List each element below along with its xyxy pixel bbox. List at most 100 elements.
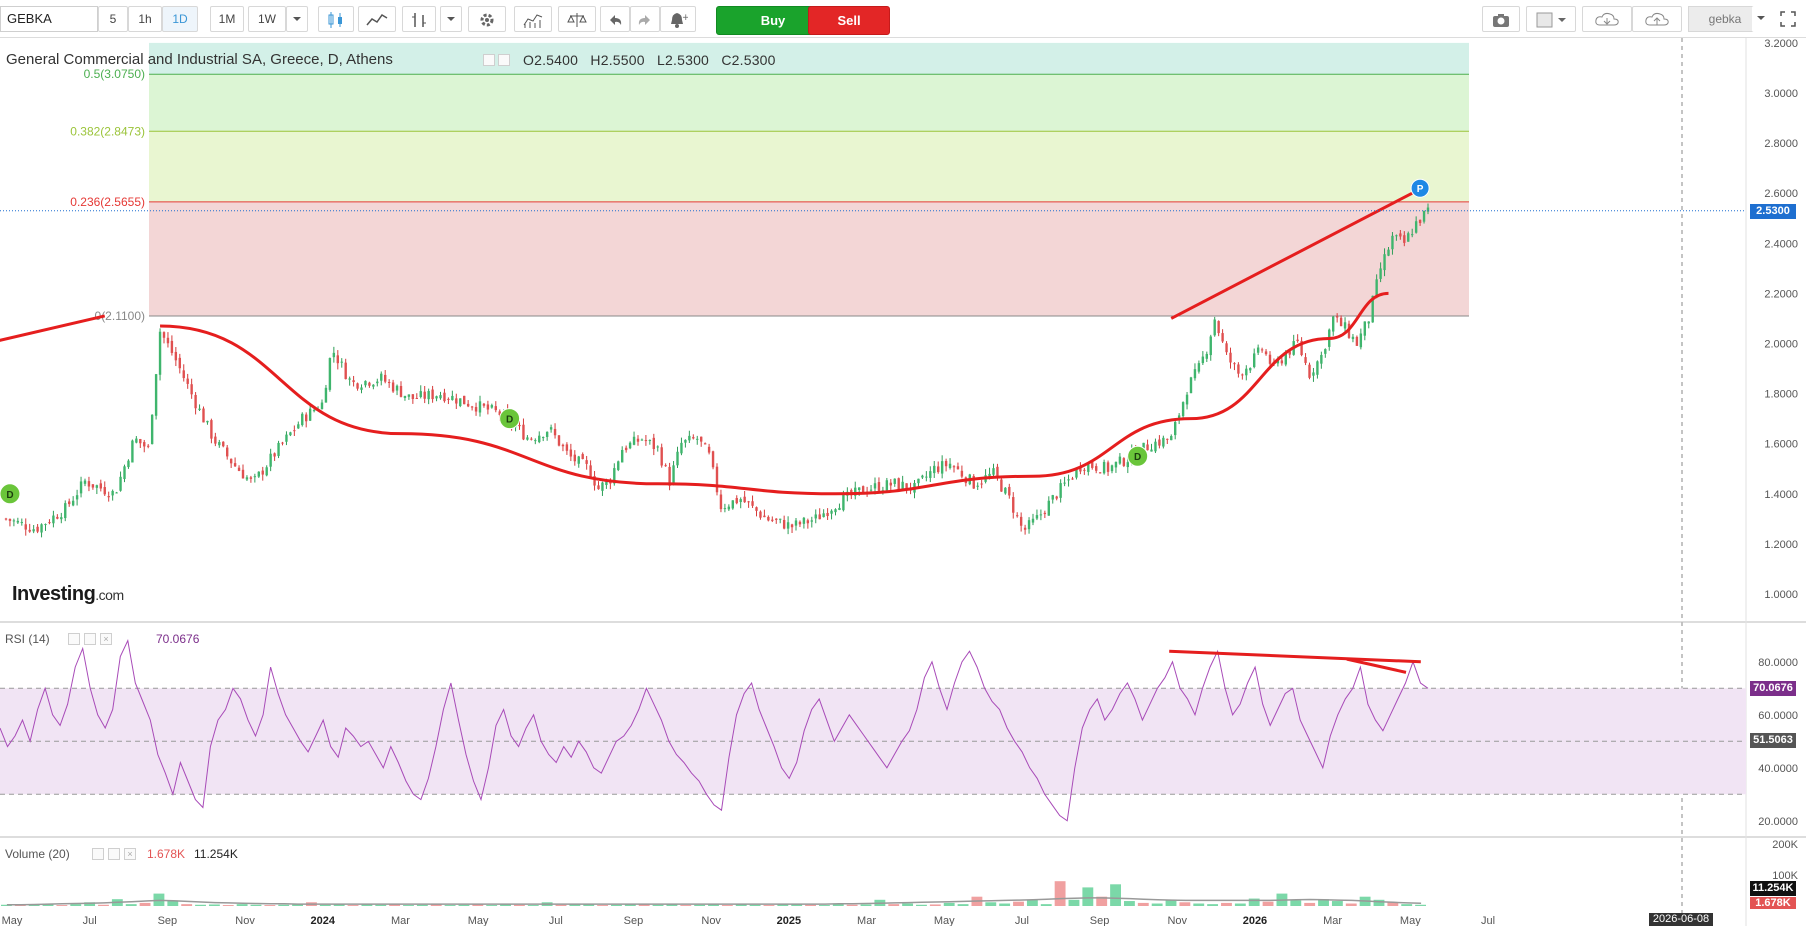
compare-icon[interactable] (558, 6, 596, 32)
line-style-icon[interactable] (358, 6, 396, 32)
fullscreen-icon[interactable] (1774, 6, 1802, 32)
candle-body (1324, 349, 1327, 354)
volume-bar (1221, 902, 1232, 906)
camera-icon[interactable] (1482, 6, 1520, 32)
interval-1h[interactable]: 1h (128, 6, 162, 32)
volume-average-line (6, 897, 1422, 906)
chevron-down-icon[interactable] (286, 6, 308, 32)
sell-button[interactable]: Sell (808, 6, 890, 35)
settings-icon[interactable] (498, 54, 510, 66)
candle-body (1233, 363, 1236, 365)
x-tick-label: 2026 (1243, 915, 1267, 926)
redo-icon[interactable] (630, 6, 660, 32)
chart-area[interactable]: 0.5(3.0750) 0.382(2.8473) 0.236(2.5655) 0(2… (0, 38, 1806, 926)
interval-1d[interactable]: 1D (162, 6, 198, 32)
candle-body (170, 340, 174, 353)
cloud-download-icon[interactable] (1582, 6, 1632, 32)
alert-icon[interactable]: + (660, 6, 696, 32)
candle-body (688, 435, 691, 441)
candle-body (328, 358, 332, 390)
x-tick-label: Jul (1015, 915, 1029, 926)
candle-body (119, 476, 122, 491)
volume-bar (555, 904, 567, 906)
candle-body (798, 521, 802, 525)
symbol-input[interactable]: GEBKA (0, 6, 98, 32)
candle-body (182, 370, 185, 379)
candle-body (1403, 235, 1406, 243)
trend-line (0, 314, 106, 342)
user-menu[interactable]: gebka (1688, 6, 1762, 32)
event-marker (1410, 178, 1430, 198)
interval-1m[interactable]: 1M (210, 6, 244, 32)
volume-bar (583, 904, 595, 906)
x-tick-label: Sep (1090, 915, 1110, 926)
candle-body (1407, 233, 1410, 242)
candle-body (842, 494, 845, 511)
volume-bar (1248, 898, 1260, 906)
volume-bar (1193, 903, 1205, 906)
candle-body (601, 482, 604, 491)
candle-body (933, 465, 936, 474)
candle-body (257, 471, 260, 477)
candle-body (1253, 353, 1256, 368)
cloud-upload-icon[interactable] (1632, 6, 1682, 32)
candle-body (767, 516, 770, 521)
candle-body (459, 398, 462, 406)
candle-body (1019, 516, 1023, 526)
candle-body (1312, 372, 1315, 376)
fib-level-label: 0(2.1100) (95, 309, 145, 323)
candle-body (763, 515, 766, 518)
candle-body (1284, 353, 1287, 365)
bar-style-icon[interactable] (402, 6, 436, 32)
candle-body (743, 496, 746, 503)
candle-body (944, 460, 948, 467)
candle-body (226, 447, 229, 457)
close-icon[interactable]: × (124, 848, 136, 860)
candle-body (340, 361, 343, 363)
chevron-down-icon[interactable] (440, 6, 462, 32)
settings-icon[interactable] (84, 633, 96, 645)
candle-body (395, 385, 399, 391)
candle-body (885, 480, 889, 491)
candlestick-icon[interactable] (318, 6, 354, 32)
y-tick-label: 2.0000 (1764, 339, 1798, 351)
candle-body (1426, 207, 1430, 212)
volume-bar (347, 905, 359, 906)
settings-icon[interactable] (108, 848, 120, 860)
eye-icon[interactable] (483, 54, 495, 66)
candle-body (648, 439, 652, 441)
candle-body (36, 526, 39, 532)
x-tick-label: Sep (624, 915, 644, 926)
candle-body (249, 477, 253, 479)
interval-1w[interactable]: 1W (248, 6, 286, 32)
layout-icon[interactable] (1526, 6, 1576, 32)
candle-body (368, 382, 371, 386)
undo-icon[interactable] (600, 6, 630, 32)
interval-5[interactable]: 5 (98, 6, 128, 32)
eye-icon[interactable] (92, 848, 104, 860)
candle-body (48, 522, 51, 524)
candle-body (952, 466, 956, 468)
candle-body (727, 506, 731, 510)
candle-body (12, 520, 16, 522)
candle-body (581, 454, 584, 460)
candle-body (297, 424, 300, 429)
close-icon[interactable]: × (100, 633, 112, 645)
candle-body (790, 524, 794, 528)
candle-body (277, 442, 280, 456)
candle-body (233, 463, 237, 467)
settings-icon[interactable] (468, 6, 506, 32)
candle-body (439, 395, 442, 399)
indicators-icon[interactable] (514, 6, 552, 32)
chevron-down-icon[interactable] (1752, 6, 1770, 32)
candle-body (1158, 439, 1161, 446)
volume-bar (569, 904, 581, 906)
volume-bar (1082, 887, 1094, 906)
candle-body (621, 449, 624, 463)
candle-body (676, 451, 679, 466)
eye-icon[interactable] (68, 633, 80, 645)
candle-body (64, 503, 67, 519)
candle-body (1083, 469, 1086, 471)
candle-body (123, 466, 126, 480)
candle-body (577, 456, 580, 464)
